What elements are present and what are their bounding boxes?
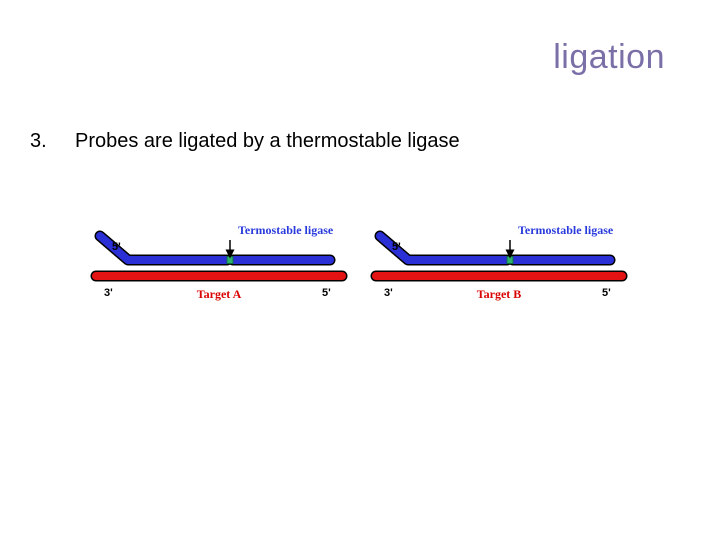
step-number: 3. bbox=[30, 130, 75, 153]
five-prime-probe-label: 5' bbox=[112, 241, 121, 253]
five-prime-target-label: 5' bbox=[602, 287, 611, 299]
ligase-label: Termostable ligase bbox=[238, 223, 334, 237]
step-text: Probes are ligated by a thermostable lig… bbox=[75, 130, 680, 153]
diagram-svg: Termostable ligase5'3'5'Target ATermosta… bbox=[90, 220, 630, 330]
ligase-label: Termostable ligase bbox=[518, 223, 614, 237]
ligation-diagram: Termostable ligase5'3'5'Target ATermosta… bbox=[90, 220, 630, 330]
five-prime-probe-label: 5' bbox=[392, 241, 401, 253]
three-prime-target-label: 3' bbox=[104, 287, 113, 299]
five-prime-target-label: 5' bbox=[322, 287, 331, 299]
ligation-panel-0: Termostable ligase 5' 3' 5' Target A bbox=[96, 223, 342, 301]
page-title: ligation bbox=[553, 38, 665, 77]
target-label: Target A bbox=[197, 287, 242, 301]
step-row: 3. Probes are ligated by a thermostable … bbox=[30, 130, 680, 153]
ligation-panel-1: Termostable ligase 5' 3' 5' Target B bbox=[376, 223, 622, 301]
target-label: Target B bbox=[477, 287, 522, 301]
three-prime-target-label: 3' bbox=[384, 287, 393, 299]
